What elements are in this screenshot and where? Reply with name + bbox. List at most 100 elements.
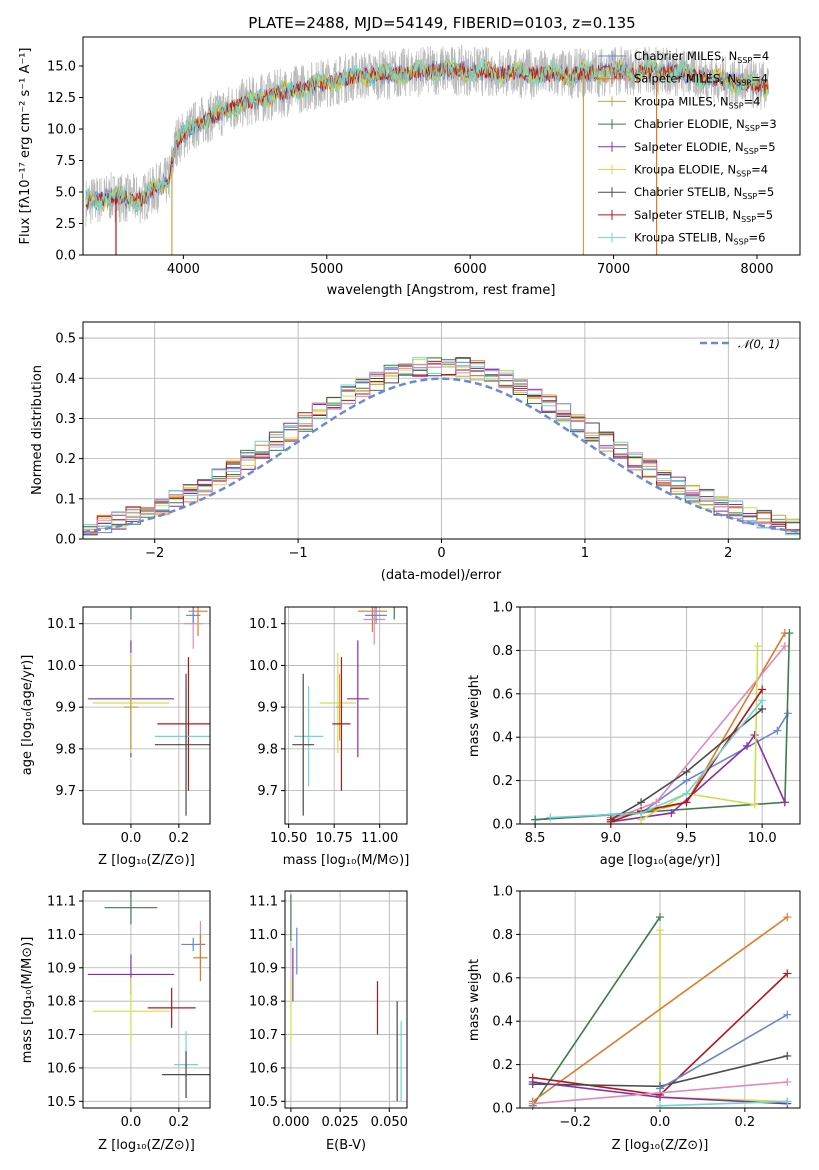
weight-marker bbox=[753, 642, 762, 651]
legend-entry: Chabrier STELIB, NSSP=5 bbox=[634, 185, 774, 201]
weight-vs-Z-ytick-label: 0.8 bbox=[492, 928, 513, 943]
weight-vs-Z-ytick-label: 0.0 bbox=[492, 1102, 513, 1117]
weight-vs-Z-xlabel: Z [log₁₀(Z/Z⊙)] bbox=[612, 1138, 709, 1153]
weight-vs-age-xlabel: age [log₁₀(age/yr)] bbox=[600, 853, 721, 868]
residuals-xtick-label: −2 bbox=[145, 546, 164, 561]
spectrum-line-chabrier-miles bbox=[85, 60, 769, 211]
weight-vs-age-ytick-label: 0.8 bbox=[492, 644, 513, 659]
mass-vs-Z-xlabel: Z [log₁₀(Z/Z⊙)] bbox=[98, 1138, 195, 1153]
weight-marker bbox=[780, 798, 789, 807]
age-vs-mass-xlabel: mass [log₁₀(M/M⊙)] bbox=[283, 853, 410, 868]
weight-vs-age-xtick-label: 8.5 bbox=[525, 831, 546, 846]
weight-marker bbox=[637, 809, 646, 818]
weight-vs-Z-xtick-label: 0.2 bbox=[735, 1115, 756, 1130]
legend-entry: Kroupa STELIB, NSSP=6 bbox=[634, 231, 765, 247]
weight-vs-Z-ytick-label: 0.6 bbox=[492, 971, 513, 986]
spectrum-ylabel: Flux [fλ10⁻¹⁷ erg cm⁻² s⁻¹ A⁻¹] bbox=[18, 48, 33, 245]
weight-vs-age-xtick-label: 10.0 bbox=[748, 831, 777, 846]
age-vs-Z-ytick-label: 9.9 bbox=[55, 701, 76, 716]
mass-vs-Z-ytick-label: 11.0 bbox=[47, 928, 76, 943]
legend-entry: Chabrier ELODIE, NSSP=3 bbox=[634, 117, 777, 133]
weight-vs-age-ytick-label: 0.0 bbox=[492, 818, 513, 833]
residuals-xtick-label: 1 bbox=[581, 546, 589, 561]
weight-marker bbox=[743, 741, 752, 750]
weight-marker bbox=[656, 1084, 664, 1093]
weight-marker bbox=[682, 767, 691, 776]
weight-vs-Z-ytick-label: 1.0 bbox=[492, 885, 513, 900]
weight-line bbox=[659, 1100, 788, 1107]
residuals-frame bbox=[82, 321, 801, 540]
residuals-ytick-label: 0.0 bbox=[55, 533, 76, 548]
weight-marker bbox=[667, 809, 676, 818]
mass-vs-EBV-xtick-label: 0.000 bbox=[272, 1115, 309, 1130]
weight-marker bbox=[783, 913, 792, 922]
weight-line bbox=[532, 916, 661, 1107]
weight-marker bbox=[656, 1101, 664, 1110]
age-vs-Z-axes: 0.0 0.2 9.7 9.8 9.9 10.0 10.1 Z [log₁₀(Z/Z⊙)] ag… bbox=[20, 606, 211, 868]
mass-vs-EBV-xtick-label: 0.050 bbox=[371, 1115, 408, 1130]
mass-vs-Z-xtick-label: 0.2 bbox=[169, 1115, 190, 1130]
weight-marker bbox=[528, 1099, 537, 1108]
mass-vs-Z-points bbox=[87, 891, 210, 1098]
mass-vs-EBV-axes: 0.000 0.025 0.050 10.5 10.6 10.7 10.8 10.9 11.0 1… bbox=[249, 890, 408, 1153]
mass-vs-Z-ytick-label: 10.5 bbox=[47, 1095, 76, 1110]
normal-curve bbox=[82, 377, 801, 534]
residuals-xtick-label: 2 bbox=[724, 546, 732, 561]
weight-vs-age-ytick-label: 0.4 bbox=[492, 731, 513, 746]
spectrum-xtick-label: 4000 bbox=[167, 262, 200, 277]
age-vs-mass-ytick-label: 9.8 bbox=[257, 742, 278, 757]
mass-vs-Z-ytick-label: 11.1 bbox=[47, 895, 76, 910]
weight-line bbox=[532, 1081, 788, 1105]
weight-marker bbox=[682, 776, 691, 785]
age-vs-mass-ytick-label: 10.1 bbox=[249, 617, 278, 632]
weight-marker bbox=[783, 1010, 792, 1019]
mass-vs-Z-xtick-label: 0.0 bbox=[121, 1115, 142, 1130]
age-vs-mass-ytick-label: 9.9 bbox=[257, 701, 278, 716]
weight-line bbox=[640, 646, 759, 821]
weight-marker bbox=[656, 913, 664, 922]
mass-vs-Z-axes: 0.0 0.2 10.5 10.6 10.7 10.8 10.9 11.0 11.1 Z [log… bbox=[20, 890, 211, 1153]
residuals-ytick-label: 0.2 bbox=[55, 452, 76, 467]
mass-vs-EBV-xlabel: E(B-V) bbox=[326, 1138, 366, 1153]
spectrum-ytick-label: 5.0 bbox=[55, 185, 76, 200]
weight-marker bbox=[652, 798, 661, 807]
weight-marker bbox=[528, 1077, 537, 1086]
spectrum-axes: 4000 5000 6000 7000 8000 0.0 2.5 5.0 7.5 10.0 12.5… bbox=[18, 36, 801, 298]
weight-marker bbox=[750, 800, 759, 809]
age-vs-mass-xtick-label: 10.50 bbox=[270, 831, 307, 846]
residuals-ytick-label: 0.5 bbox=[55, 332, 76, 347]
weight-vs-age-ytick-label: 0.2 bbox=[492, 774, 513, 789]
weight-marker bbox=[750, 731, 759, 740]
age-vs-Z-ytick-label: 10.1 bbox=[47, 617, 76, 632]
weight-vs-age-ylabel: mass weight bbox=[467, 675, 482, 757]
mass-vs-Z-frame bbox=[82, 890, 211, 1109]
weight-marker bbox=[785, 629, 794, 638]
legend-entry: Chabrier MILES, NSSP=4 bbox=[634, 49, 769, 65]
spectrum-ytick-label: 10.0 bbox=[47, 122, 76, 137]
weight-vs-Z-frame bbox=[519, 890, 801, 1109]
age-vs-Z-ytick-label: 9.8 bbox=[55, 742, 76, 757]
age-vs-mass-points bbox=[292, 607, 395, 816]
weight-vs-age-frame bbox=[519, 606, 801, 825]
legend-normal: 𝒩(0, 1) bbox=[738, 337, 780, 351]
mass-vs-EBV-xtick-label: 0.025 bbox=[321, 1115, 358, 1130]
weight-vs-age-xtick-label: 9.0 bbox=[600, 831, 621, 846]
mass-vs-EBV-ytick-label: 10.5 bbox=[249, 1095, 278, 1110]
weight-line bbox=[610, 632, 786, 819]
weight-line bbox=[659, 1014, 788, 1090]
mass-vs-EBV-ytick-label: 11.1 bbox=[249, 895, 278, 910]
weight-line bbox=[532, 916, 788, 1103]
age-vs-mass-xtick-label: 10.75 bbox=[316, 831, 353, 846]
residuals-xtick-label: 0 bbox=[437, 546, 445, 561]
weight-marker bbox=[783, 969, 792, 978]
age-vs-Z-ytick-label: 9.7 bbox=[55, 784, 76, 799]
weight-marker bbox=[783, 1097, 792, 1106]
spectrum-ytick-label: 7.5 bbox=[55, 154, 76, 169]
weight-line bbox=[535, 632, 791, 821]
spectrum-ytick-label: 2.5 bbox=[55, 217, 76, 232]
spectrum-xlabel: wavelength [Angstrom, rest frame] bbox=[327, 283, 556, 298]
residuals-axes: −2 −1 0 1 2 0.0 0.1 0.2 0.3 0.4 0.5 𝒩(0, 1) (data-mo… bbox=[30, 321, 801, 583]
age-vs-Z-points bbox=[87, 607, 210, 816]
mass-vs-EBV-ytick-label: 11.0 bbox=[249, 928, 278, 943]
